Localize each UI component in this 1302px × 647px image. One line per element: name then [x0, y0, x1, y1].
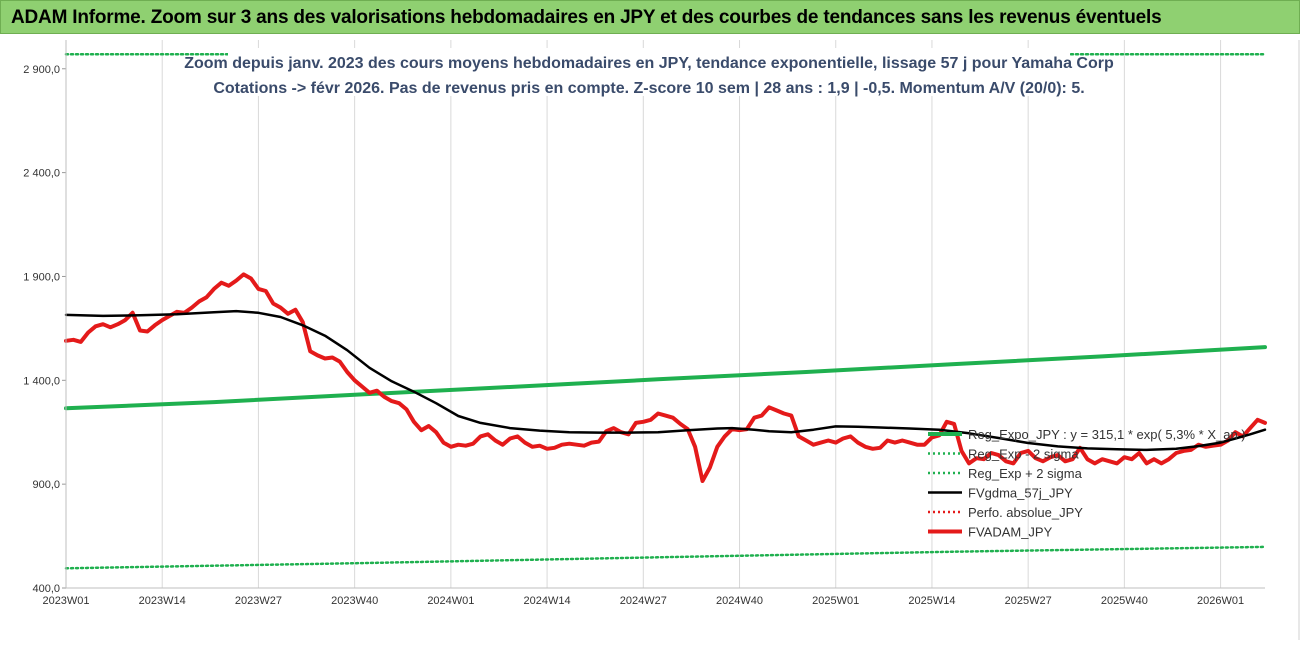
x-tick-label: 2023W01: [42, 595, 89, 607]
x-tick-label: 2026W01: [1197, 595, 1244, 607]
y-tick-label: 2 900,0: [23, 64, 60, 76]
legend-label: Reg_Exp - 2 sigma: [968, 447, 1079, 462]
y-tick-label: 2 400,0: [23, 168, 60, 180]
y-tick-label: 900,0: [32, 479, 60, 491]
legend-label: FVgdma_57j_JPY: [968, 486, 1073, 501]
x-tick-label: 2024W01: [427, 595, 474, 607]
legend-label: Reg_Exp + 2 sigma: [968, 466, 1083, 481]
x-tick-label: 2024W27: [620, 595, 667, 607]
x-tick-label: 2024W40: [716, 595, 763, 607]
x-tick-label: 2025W14: [908, 595, 955, 607]
x-tick-label: 2023W27: [235, 595, 282, 607]
series-line-fvadam-jpy-5: [64, 272, 1267, 483]
grid-layer: [65, 40, 1222, 588]
chart-title-backdrop: [228, 48, 1070, 96]
series-layer: [64, 52, 1267, 570]
report-header: ADAM Informe. Zoom sur 3 ans des valoris…: [0, 0, 1300, 34]
report-title: ADAM Informe. Zoom sur 3 ans des valoris…: [11, 7, 1162, 28]
x-tick-label: 2024W14: [524, 595, 571, 607]
chart-title-line-2: Cotations -> févr 2026. Pas de revenus p…: [213, 80, 1084, 97]
chart-title: Zoom depuis janv. 2023 des cours moyens …: [184, 48, 1114, 97]
y-tick-label: 1 900,0: [23, 271, 60, 283]
legend-label: FVADAM_JPY: [968, 525, 1053, 540]
chart-frame-edge: [1298, 40, 1300, 640]
chart-title-line-1: Zoom depuis janv. 2023 des cours moyens …: [184, 55, 1114, 72]
series-line-fvgdma-57j-jpy-3: [64, 309, 1267, 452]
x-tick-label: 2025W40: [1101, 595, 1148, 607]
x-tick-label: 2025W27: [1005, 595, 1052, 607]
y-tick-label: 400,0: [32, 583, 60, 595]
legend-label: Perfo. absolue_JPY: [968, 505, 1083, 520]
x-tick-label: 2025W01: [812, 595, 859, 607]
y-tick-label: 1 400,0: [23, 375, 60, 387]
series-line-reg-expo-jpy-0: [64, 345, 1267, 411]
x-tick-label: 2023W40: [331, 595, 378, 607]
legend: Reg_Expo_JPY : y = 315,1 * exp( 5,3% * X…: [928, 427, 1246, 540]
series-line-reg-exp-1: [64, 545, 1267, 570]
x-tick-label: 2023W14: [139, 595, 186, 607]
axis-layer: 2023W01 2023W14 2023W27 2023W40 2024W01 2024W…: [23, 40, 1265, 607]
legend-label: Reg_Expo_JPY : y = 315,1 * exp( 5,3% * X…: [968, 427, 1246, 442]
